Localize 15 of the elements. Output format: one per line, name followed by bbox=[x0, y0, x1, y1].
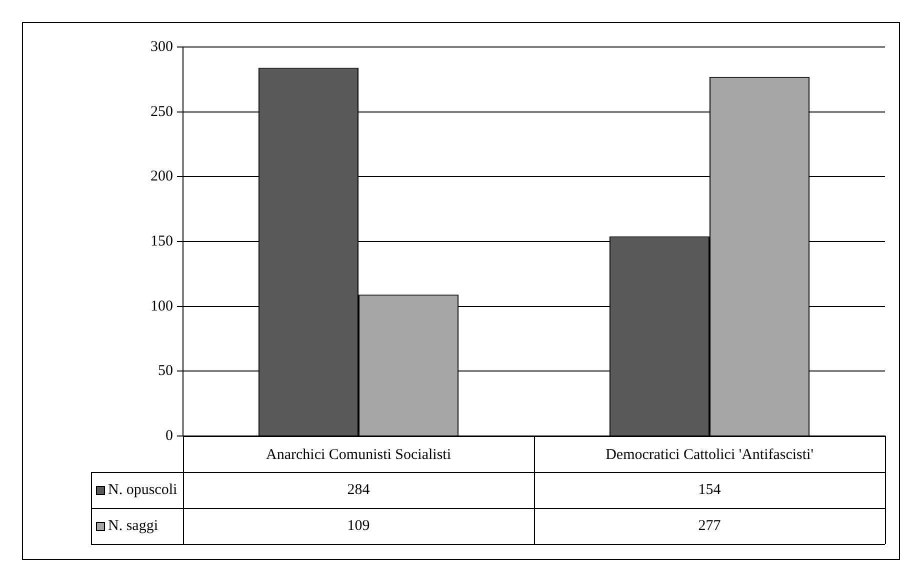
data-label: 277 bbox=[698, 518, 722, 534]
y-tick-label: 250 bbox=[150, 104, 173, 120]
legend-label: N. saggi bbox=[108, 518, 158, 534]
data-label: 284 bbox=[347, 482, 370, 498]
x-tick-label: Democratici Cattolici 'Antifascisti' bbox=[606, 446, 814, 463]
x-tick-label: Anarchici Comunisti Socialisti bbox=[266, 446, 451, 463]
y-tick-label: 100 bbox=[150, 298, 173, 314]
y-tick-label: 300 bbox=[150, 38, 173, 55]
y-tick-label: 150 bbox=[150, 233, 173, 250]
y-tick-label: 50 bbox=[158, 363, 173, 380]
data-label: 154 bbox=[698, 482, 722, 498]
y-tick-label: 200 bbox=[150, 168, 173, 185]
data-label: 109 bbox=[347, 518, 370, 534]
y-tick-label: 0 bbox=[166, 428, 173, 444]
legend-label: N. opuscoli bbox=[108, 482, 178, 498]
